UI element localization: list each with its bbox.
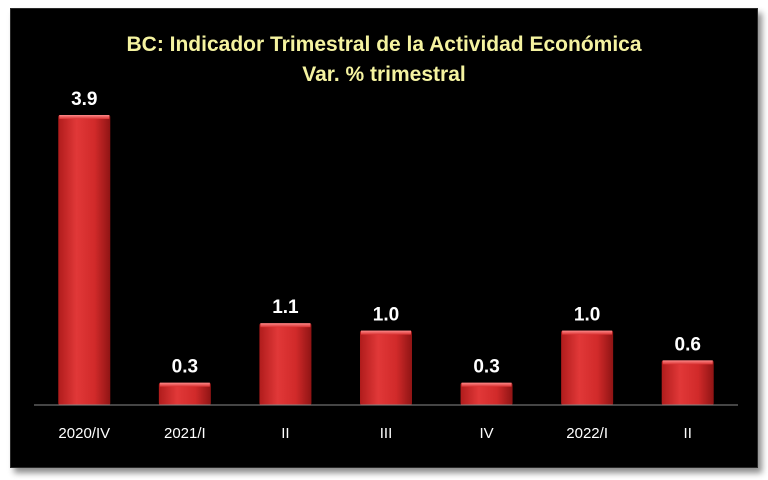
bar-highlight-1 [159, 382, 210, 387]
x-tick-label-4: IV [479, 425, 493, 442]
value-label-3: 1.0 [373, 305, 399, 326]
bar-0 [58, 115, 111, 405]
bar-2 [259, 323, 312, 405]
bar-highlight-6 [662, 360, 713, 365]
value-label-1: 0.3 [172, 357, 198, 378]
bar-highlight-4 [461, 382, 512, 387]
x-tick-label-2: II [281, 425, 289, 442]
chart-subtitle: Var. % trimestral [302, 63, 466, 86]
x-tick-label-3: III [380, 425, 393, 442]
value-label-0: 3.9 [71, 89, 97, 110]
value-label-2: 1.1 [272, 297, 299, 318]
bar-1 [158, 382, 211, 405]
value-label-6: 0.6 [675, 334, 701, 355]
value-label-5: 1.0 [574, 305, 600, 326]
x-tick-label-5: 2022/I [566, 425, 608, 442]
bar-highlight-0 [59, 115, 110, 119]
bar-highlight-2 [260, 323, 311, 328]
x-tick-label-0: 2020/IV [58, 425, 110, 442]
bar-4 [460, 382, 513, 405]
bar-highlight-3 [361, 330, 411, 335]
value-label-4: 0.3 [473, 357, 499, 378]
bar-5 [561, 330, 614, 405]
bar-6 [661, 360, 714, 405]
x-tick-label-6: II [684, 425, 692, 442]
bar-highlight-5 [562, 330, 613, 335]
bar-3 [360, 330, 412, 405]
x-tick-label-1: 2021/I [164, 425, 206, 442]
bars-layer: 3.9 2020/IV 0.3 2021/I 1.1 II 1.0 III 0.3 IV 1.0 20… [58, 89, 714, 442]
chart-title: BC: Indicador Trimestral de la Actividad… [126, 33, 642, 56]
